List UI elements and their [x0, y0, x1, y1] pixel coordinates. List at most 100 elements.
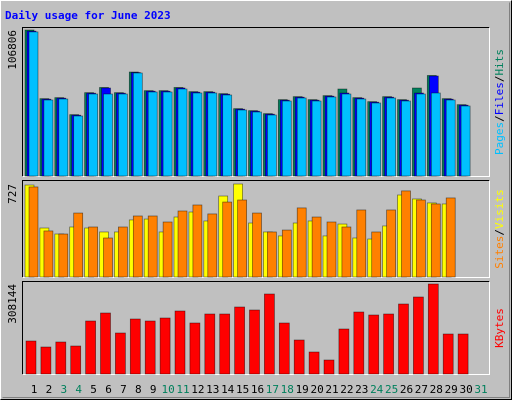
bar — [371, 231, 382, 278]
bar — [204, 313, 216, 375]
bar — [115, 332, 126, 375]
x-tick-label: 31 — [474, 383, 487, 396]
x-tick-label: 9 — [150, 383, 157, 396]
bar — [222, 201, 233, 278]
bar — [326, 221, 337, 278]
legend-separator: / — [493, 76, 506, 83]
bar — [386, 209, 396, 278]
bar — [267, 114, 277, 177]
bar — [356, 98, 367, 177]
bar — [43, 99, 54, 177]
bar — [132, 72, 143, 177]
bar — [40, 346, 52, 375]
bar — [118, 93, 128, 177]
panel-edge-dark — [22, 27, 490, 177]
x-tick-label: 4 — [75, 383, 82, 396]
bar — [308, 351, 320, 375]
bar — [28, 186, 39, 278]
bar — [311, 216, 322, 278]
x-tick-label: 26 — [400, 383, 413, 396]
bar — [73, 212, 84, 278]
panel-edge-light — [22, 180, 490, 278]
bar — [383, 313, 394, 375]
x-tick-label: 15 — [236, 383, 249, 396]
x-tick-label: 16 — [251, 383, 264, 396]
x-tick-label: 20 — [310, 383, 323, 396]
bar — [132, 215, 143, 278]
x-tick-label: 22 — [340, 383, 353, 396]
bar — [207, 92, 218, 177]
x-tick-label: 21 — [325, 383, 338, 396]
bar — [460, 105, 471, 177]
bar — [58, 98, 69, 177]
x-tick-label: 17 — [266, 383, 279, 396]
legend: Pages/Files/Hits — [493, 49, 506, 155]
x-tick-label: 12 — [191, 383, 204, 396]
panel-edge-dark — [22, 180, 490, 278]
bar — [28, 31, 39, 177]
bar — [356, 209, 367, 278]
bar — [147, 91, 158, 177]
bar — [73, 115, 84, 177]
legend-entry: Visits — [493, 189, 506, 229]
bar — [58, 233, 69, 278]
x-tick-label: 29 — [445, 383, 458, 396]
bar — [267, 231, 277, 278]
bar — [88, 226, 98, 278]
chart-title: Daily usage for June 2023 — [5, 9, 171, 22]
bar — [177, 210, 188, 278]
y-tick-label: 727 — [6, 184, 19, 204]
legend: Sites/Visits — [493, 189, 506, 269]
bar — [353, 311, 365, 375]
bar — [445, 99, 456, 177]
bar — [189, 322, 201, 375]
bar — [103, 237, 113, 278]
bar — [174, 310, 186, 375]
bar — [100, 312, 111, 375]
panel-edge-light — [22, 27, 490, 177]
x-tick-label: 27 — [415, 383, 428, 396]
bar — [237, 199, 247, 278]
bar — [249, 309, 260, 375]
panel-edge-dark — [22, 281, 490, 375]
bar — [341, 226, 352, 278]
x-tick-label: 8 — [135, 383, 142, 396]
bar — [252, 212, 262, 278]
x-tick-label: 18 — [281, 383, 294, 396]
bar — [311, 100, 322, 177]
x-tick-label: 28 — [430, 383, 443, 396]
x-tick-label: 1 — [31, 383, 38, 396]
bar — [43, 230, 54, 278]
bar — [237, 109, 247, 177]
bar — [442, 333, 454, 375]
bar — [85, 320, 96, 375]
bar — [430, 92, 441, 177]
bar — [416, 199, 426, 278]
bar — [296, 207, 307, 278]
bar — [70, 345, 82, 375]
y-tick-label: 106806 — [6, 30, 19, 70]
bar — [177, 88, 188, 177]
bar — [371, 102, 382, 177]
bar — [296, 97, 307, 177]
bar — [25, 340, 37, 375]
bar — [401, 100, 411, 177]
bar — [234, 306, 245, 375]
legend-entry: Hits — [493, 49, 506, 76]
x-tick-label: 5 — [90, 383, 97, 396]
x-tick-label: 11 — [176, 383, 189, 396]
bar — [192, 204, 203, 278]
legend: KBytes — [493, 308, 506, 348]
bar — [413, 296, 424, 375]
legend-separator: / — [493, 229, 506, 236]
bar — [293, 339, 305, 375]
x-tick-label: 3 — [60, 383, 67, 396]
bar — [326, 96, 337, 177]
x-tick-label: 19 — [296, 383, 309, 396]
bar — [162, 91, 173, 177]
bar — [147, 215, 158, 278]
